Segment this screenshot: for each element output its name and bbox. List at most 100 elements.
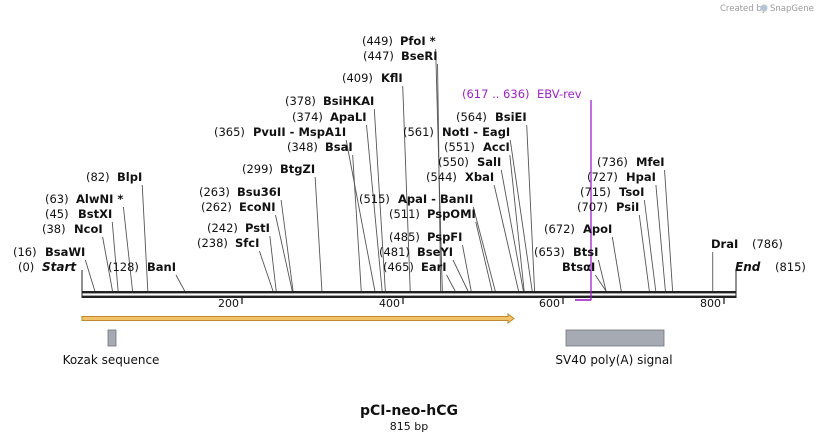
enzyme-sfci[interactable]: (238) SfcI xyxy=(197,236,259,250)
enzyme-noti-eagi[interactable]: (561) NotI - EagI xyxy=(403,125,510,139)
enzyme-bani[interactable]: (128) BanI xyxy=(108,260,176,274)
cut-site-line xyxy=(475,221,493,292)
cut-site-line xyxy=(122,206,134,292)
feature-box xyxy=(565,329,665,347)
orf-arrow[interactable] xyxy=(81,313,515,324)
enzyme-position: (715) xyxy=(580,185,611,199)
enzyme-name: BseRI xyxy=(401,49,438,63)
enzyme-xbai[interactable]: (544) XbaI xyxy=(426,170,494,184)
cut-site-line xyxy=(509,154,525,292)
enzyme-econi[interactable]: (262) EcoNI xyxy=(201,200,275,214)
enzyme-position: (242) xyxy=(207,221,238,235)
cut-site-line xyxy=(366,124,383,292)
enzyme-btsalphai[interactable]: BtsαI xyxy=(562,260,595,274)
cut-site-line xyxy=(597,259,607,292)
enzyme-sali[interactable]: (550) SalI xyxy=(438,155,501,169)
enzyme-name: BsaI xyxy=(325,140,353,154)
enzyme-apoi[interactable]: (672) ApoI xyxy=(544,222,612,236)
feature-label: Kozak sequence xyxy=(63,353,160,367)
enzyme-apai-banii[interactable]: (515) ApaI - BanII xyxy=(359,192,473,206)
enzyme-bsiei[interactable]: (564) BsiEI xyxy=(456,110,527,124)
enzyme-bstxi[interactable]: (45) BstXI xyxy=(45,207,112,221)
primer-range: (617 .. 636) xyxy=(462,87,530,101)
start-position: (0) xyxy=(18,260,34,274)
enzyme-name: PfoI * xyxy=(400,34,436,48)
enzyme-btgzi[interactable]: (299) BtgZI xyxy=(242,162,315,176)
cut-site-line xyxy=(275,214,293,292)
enzyme-name: XbaI xyxy=(465,170,494,184)
enzyme-apali[interactable]: (374) ApaLI xyxy=(292,110,367,124)
enzyme-name: ApaI - BanII xyxy=(398,192,473,206)
enzyme-name: AccI xyxy=(483,140,510,154)
enzyme-position: (481) xyxy=(379,245,410,259)
enzyme-pspfi[interactable]: (485) PspFI xyxy=(389,230,462,244)
enzyme-bseri[interactable]: (447) BseRI xyxy=(363,49,438,63)
cut-site-line xyxy=(269,235,277,292)
cut-site-line xyxy=(664,169,674,292)
cut-site-line xyxy=(402,85,411,292)
enzyme-position: (409) xyxy=(342,71,373,85)
orf-shape xyxy=(81,313,515,324)
enzyme-bsu36i[interactable]: (263) Bsu36I xyxy=(199,185,281,199)
enzyme-bsawi[interactable]: (16) BsaWI xyxy=(13,245,85,259)
feature-box xyxy=(107,329,117,347)
cut-site-line xyxy=(111,221,119,292)
enzyme-eari[interactable]: (465) EarI xyxy=(383,260,447,274)
enzyme-name: HpaI xyxy=(626,170,656,184)
enzyme-name: BtgZI xyxy=(280,162,315,176)
enzyme-name: AlwNI * xyxy=(76,192,123,206)
enzyme-position: (365) xyxy=(214,125,245,139)
cut-site-lines xyxy=(84,48,714,292)
enzyme-kfli[interactable]: (409) KflI xyxy=(342,71,403,85)
enzyme-psii[interactable]: (707) PsiI xyxy=(577,200,639,214)
enzyme-name: BanI xyxy=(147,260,176,274)
enzyme-name: DraI xyxy=(711,237,738,251)
primer-name: EBV-rev xyxy=(537,87,582,101)
enzyme-name: MfeI xyxy=(636,155,665,169)
feature-sv40-polya[interactable]: SV40 poly(A) signal xyxy=(555,329,673,367)
tick-label: 800 xyxy=(700,297,721,310)
enzyme-psti[interactable]: (242) PstI xyxy=(207,221,270,235)
cut-site-line xyxy=(655,184,666,292)
enzyme-name: NcoI xyxy=(74,222,103,236)
enzyme-name: BsaWI xyxy=(45,245,85,259)
enzyme-name: SfcI xyxy=(235,236,259,250)
enzyme-pspomi[interactable]: (511) PspOMI xyxy=(389,207,476,221)
cut-site-line xyxy=(373,108,386,292)
end-label: End xyxy=(735,260,761,274)
enzyme-bsai[interactable]: (348) BsaI xyxy=(287,140,353,154)
enzyme-name: BsiHKAI xyxy=(323,94,374,108)
enzyme-pvuii-mspa1i[interactable]: (365) PvuII - MspA1I xyxy=(214,125,346,139)
tick-label: 400 xyxy=(379,297,400,310)
primer-ebv-rev[interactable]: (617 .. 636) EBV-rev xyxy=(462,87,592,301)
enzyme-bsihkai[interactable]: (378) BsiHKAI xyxy=(285,94,374,108)
feature-kozak[interactable]: Kozak sequence xyxy=(63,329,160,367)
enzyme-position: (707) xyxy=(577,200,608,214)
enzyme-position: (465) xyxy=(383,260,414,274)
backbone-top-strand xyxy=(82,291,736,294)
enzyme-name: BstXI xyxy=(78,207,112,221)
enzyme-ncoi[interactable]: (38) NcoI xyxy=(42,222,103,236)
enzyme-alwni[interactable]: (63) AlwNI * xyxy=(45,192,123,206)
cut-site-line xyxy=(526,124,536,292)
enzyme-position: (515) xyxy=(359,192,390,206)
enzyme-position: (63) xyxy=(45,192,69,206)
enzyme-name: ApaLI xyxy=(330,110,367,124)
cut-site-line xyxy=(314,176,323,292)
enzyme-acci[interactable]: (551) AccI xyxy=(444,140,510,154)
enzyme-mfei[interactable]: (736) MfeI xyxy=(597,155,665,169)
enzyme-name: NotI - EagI xyxy=(442,125,510,139)
enzyme-position: (447) xyxy=(363,49,394,63)
enzyme-blpi[interactable]: (82) BlpI xyxy=(86,170,142,184)
enzyme-pfoi[interactable]: (449) PfoI * xyxy=(362,34,436,48)
enzyme-btsi[interactable]: (653) BtsI xyxy=(534,245,598,259)
cut-site-line xyxy=(102,236,113,292)
enzyme-position: (263) xyxy=(199,185,230,199)
enzyme-tsoi[interactable]: (715) TsoI xyxy=(580,185,644,199)
cut-site-line xyxy=(594,274,607,292)
tick-label: 200 xyxy=(218,297,239,310)
cut-site-line xyxy=(175,274,186,292)
enzyme-hpai[interactable]: (727) HpaI xyxy=(587,170,656,184)
enzyme-bseyi[interactable]: (481) BseYI xyxy=(379,245,453,259)
enzyme-drai[interactable]: DraI (786) xyxy=(711,237,783,251)
